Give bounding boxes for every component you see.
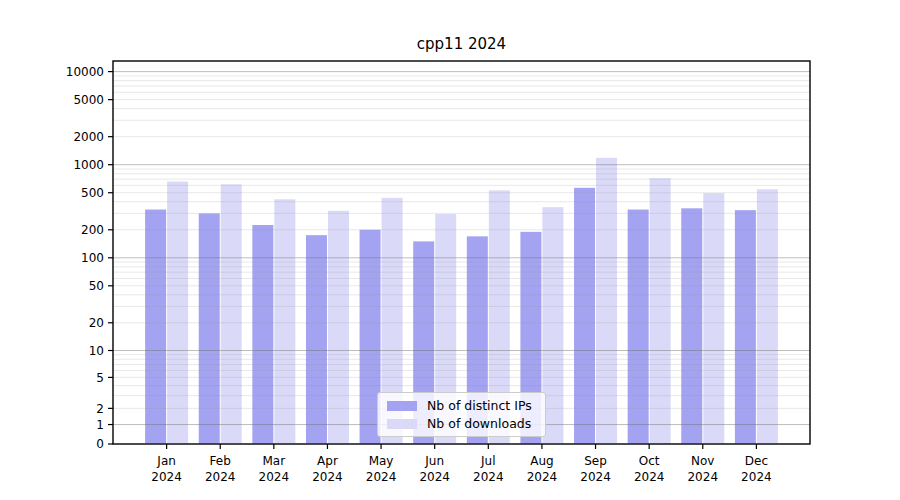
bar-downloads-nov — [703, 193, 724, 443]
x-tick-label-month: Sep — [584, 454, 607, 468]
x-tick-label-month: Nov — [691, 454, 714, 468]
chart-title: cpp11 2024 — [113, 35, 810, 53]
x-tick-label-year: 2024 — [527, 470, 558, 484]
x-tick-label-year: 2024 — [151, 470, 182, 484]
legend-label-distinct-ips: Nb of distinct IPs — [427, 398, 532, 413]
bar-downloads-sep — [596, 158, 617, 444]
x-tick-label-year: 2024 — [687, 470, 718, 484]
y-tick-label: 50 — [89, 279, 104, 293]
x-tick-label-year: 2024 — [580, 470, 611, 484]
x-tick-label-month: Jun — [424, 454, 444, 468]
legend-item-distinct-ips: Nb of distinct IPs — [387, 397, 537, 414]
y-tick-label: 200 — [81, 223, 104, 237]
bar-downloads-oct — [650, 178, 671, 443]
y-tick-label: 5000 — [73, 93, 104, 107]
x-tick-label-month: Jan — [156, 454, 176, 468]
y-tick-label: 5 — [96, 371, 104, 385]
bar-ips-sep — [574, 188, 595, 444]
bar-downloads-dec — [757, 189, 778, 443]
legend-item-downloads: Nb of downloads — [387, 415, 537, 432]
y-tick-label: 10000 — [66, 65, 104, 79]
x-tick-label-month: Mar — [263, 454, 286, 468]
legend-swatch-distinct-ips — [387, 401, 417, 411]
bar-downloads-mar — [274, 199, 295, 443]
y-tick-label: 1000 — [73, 158, 104, 172]
x-tick-label-year: 2024 — [259, 470, 290, 484]
x-tick-label-year: 2024 — [634, 470, 665, 484]
y-tick-label: 100 — [81, 251, 104, 265]
x-tick-label-year: 2024 — [312, 470, 343, 484]
chart-figure: 100005000200010005002001005020105210Jan2… — [0, 0, 900, 500]
legend-label-downloads: Nb of downloads — [427, 416, 531, 431]
y-tick-label: 20 — [89, 316, 104, 330]
x-tick-label-month: Feb — [210, 454, 231, 468]
x-tick-label-month: Dec — [745, 454, 768, 468]
x-tick-label-year: 2024 — [741, 470, 772, 484]
x-tick-label-year: 2024 — [419, 470, 450, 484]
x-tick-label-year: 2024 — [366, 470, 397, 484]
y-tick-label: 10 — [89, 344, 104, 358]
y-tick-label: 2000 — [73, 130, 104, 144]
x-tick-label-month: Jul — [480, 454, 495, 468]
x-tick-label-year: 2024 — [205, 470, 236, 484]
bar-downloads-jan — [167, 182, 188, 444]
x-tick-label-year: 2024 — [473, 470, 504, 484]
x-tick-label-month: Oct — [639, 454, 660, 468]
x-tick-label-month: May — [369, 454, 394, 468]
legend-swatch-downloads — [387, 419, 417, 429]
y-tick-label: 1 — [96, 418, 104, 432]
y-tick-label: 2 — [96, 402, 104, 416]
legend: Nb of distinct IPs Nb of downloads — [377, 392, 546, 437]
bar-ips-feb — [199, 213, 220, 443]
y-tick-label: 500 — [81, 186, 104, 200]
bar-downloads-feb — [221, 184, 242, 443]
x-tick-label-month: Apr — [317, 454, 338, 468]
y-tick-label: 0 — [96, 437, 104, 451]
x-tick-label-month: Aug — [530, 454, 553, 468]
